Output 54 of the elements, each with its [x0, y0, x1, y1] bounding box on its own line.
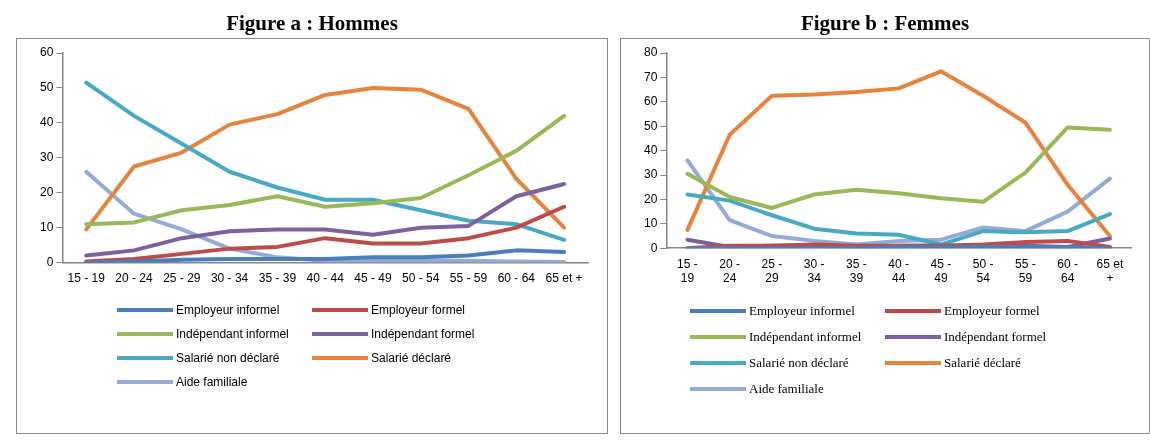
legend-label: Indépendant formel: [944, 329, 1047, 345]
legend-label: Indépendant informel: [176, 327, 289, 341]
x-tick-label: 50 - 54: [972, 256, 994, 286]
x-tick-label: 60 - 64: [497, 271, 536, 286]
legend-label: Indépendant formel: [371, 327, 475, 341]
chart-title: Figure b : Femmes: [799, 10, 971, 37]
y-tick-label: 40: [643, 142, 658, 157]
chart-title: Figure a : Hommes: [225, 10, 399, 37]
y-tick-label: 10: [39, 219, 54, 234]
x-tick-label: 45 - 49: [354, 271, 392, 286]
y-tick-label: 20: [39, 185, 54, 200]
x-tick-label: 35 - 39: [258, 271, 297, 286]
legend-label: Salarié déclaré: [944, 355, 1021, 371]
x-tick-label: 65 et +: [1096, 256, 1124, 286]
x-tick-label: 40 - 44: [888, 256, 910, 286]
legend-label: Aide familiale: [176, 375, 248, 389]
y-tick-label: 80: [643, 45, 658, 60]
x-tick-label: 25 - 29: [163, 271, 201, 286]
y-tick-label: 10: [643, 216, 658, 231]
x-tick-label: 30 - 34: [803, 256, 825, 286]
y-tick-label: 30: [643, 167, 658, 182]
y-tick-label: 20: [643, 191, 658, 206]
x-tick-label: 50 - 54: [402, 271, 440, 286]
y-tick-label: 40: [39, 115, 54, 130]
legend-label: Employeur formel: [371, 303, 466, 317]
x-tick-label: 15 - 19: [67, 271, 106, 286]
y-tick-label: 50: [643, 118, 658, 133]
legend-label: Salarié non déclaré: [176, 351, 280, 365]
legend-label: Employeur formel: [944, 303, 1040, 319]
legend-label: Employeur informel: [749, 303, 855, 319]
x-tick-label: 55 - 59: [449, 271, 488, 286]
x-tick-label: 45 - 49: [930, 256, 952, 286]
x-tick-label: 40 - 44: [306, 271, 345, 286]
y-tick-label: 70: [643, 69, 658, 84]
y-tick-label: 60: [643, 94, 658, 109]
legend-label: Indépendant informel: [749, 329, 862, 345]
y-tick-label: 0: [650, 240, 658, 255]
x-tick-label: 35 - 39: [846, 256, 867, 286]
legend-label: Salarié non déclaré: [749, 355, 849, 371]
x-tick-label: 55 - 59: [1015, 256, 1036, 286]
legend-label: Salarié déclaré: [371, 351, 452, 365]
legend-label: Employeur informel: [176, 303, 280, 317]
x-tick-label: 30 - 34: [210, 271, 249, 286]
x-tick-label: 15 - 19: [677, 256, 698, 286]
x-tick-label: 20 - 24: [719, 256, 741, 286]
x-tick-label: 65 et +: [545, 271, 583, 286]
legend-label: Aide familiale: [749, 381, 824, 397]
x-tick-label: 25 - 29: [761, 256, 783, 286]
y-tick-label: 0: [46, 254, 54, 269]
y-tick-label: 50: [39, 80, 54, 95]
y-tick-label: 60: [39, 45, 54, 60]
y-tick-label: 30: [39, 150, 54, 165]
x-tick-label: 60 - 64: [1057, 256, 1078, 286]
x-tick-label: 20 - 24: [115, 271, 154, 286]
